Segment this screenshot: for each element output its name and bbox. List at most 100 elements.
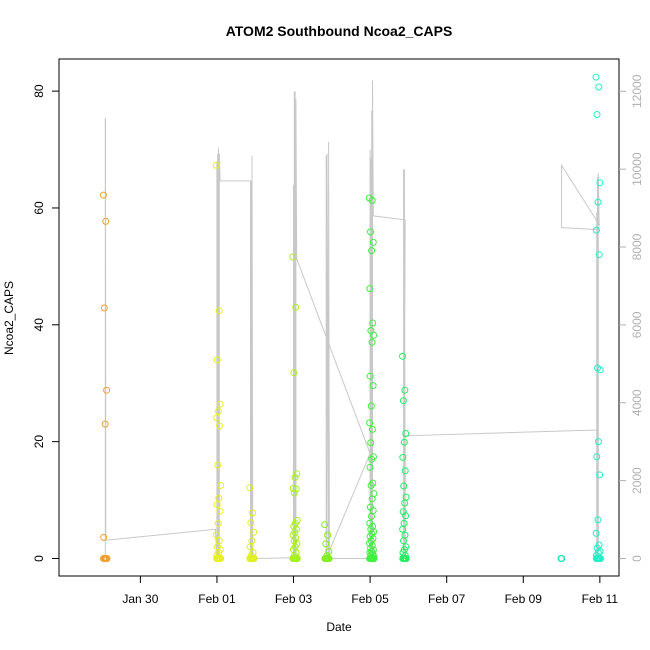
data-point — [368, 555, 375, 562]
y2-tick-label: 8000 — [630, 233, 644, 260]
y-tick-label: 40 — [32, 318, 46, 332]
data-point — [293, 470, 301, 478]
data-point — [596, 471, 604, 479]
data-point — [594, 516, 602, 524]
data-point — [593, 453, 601, 461]
data-point — [100, 304, 108, 312]
data-point — [289, 253, 297, 261]
y2-tick-label: 10000 — [630, 152, 644, 186]
x-tick-label: Feb 03 — [275, 592, 313, 606]
data-point — [103, 386, 111, 394]
data-point — [292, 485, 300, 493]
data-point — [214, 555, 222, 562]
data-point — [366, 372, 374, 380]
data-point — [399, 453, 407, 461]
data-point — [292, 303, 300, 311]
data-point — [595, 83, 603, 91]
data-point — [401, 499, 409, 507]
x-tick-label: Feb 11 — [582, 592, 619, 606]
data-point — [325, 548, 333, 555]
data-point — [215, 307, 223, 315]
data-point — [366, 463, 374, 471]
data-point — [596, 179, 604, 187]
data-point — [399, 352, 406, 360]
data-point — [100, 555, 107, 562]
data-point — [368, 247, 376, 255]
data-point — [290, 369, 298, 377]
data-point — [366, 285, 374, 293]
secondary-line-layer — [104, 80, 601, 560]
data-point — [370, 331, 378, 339]
data-point — [213, 356, 221, 364]
x-tick-label: Feb 07 — [428, 592, 466, 606]
data-point — [592, 73, 600, 81]
data-point — [322, 555, 330, 562]
data-point — [402, 430, 410, 437]
data-point — [102, 217, 110, 225]
data-point — [402, 555, 410, 562]
data-point — [291, 473, 299, 481]
y-tick-label: 0 — [32, 555, 46, 562]
data-point — [594, 198, 602, 206]
y-axis-right: 0 2000 4000 6000 8000 10000 12000 — [619, 74, 644, 562]
data-point — [400, 482, 408, 490]
x-axis: Jan 30 Feb 01 Feb 03 Feb 05 Feb 07 Feb 09 Feb … — [122, 576, 618, 606]
y2-tick-label: 4000 — [630, 389, 644, 416]
data-point — [399, 525, 407, 533]
data-point — [367, 228, 374, 236]
data-point — [214, 519, 222, 527]
y-tick-label: 80 — [32, 84, 46, 98]
data-point — [593, 111, 601, 118]
data-point — [400, 555, 408, 562]
data-point — [400, 537, 407, 545]
data-point — [289, 555, 297, 562]
data-point — [322, 540, 330, 548]
data-point — [213, 414, 221, 422]
data-point — [246, 484, 254, 492]
data-point — [367, 482, 375, 489]
data-point — [399, 397, 407, 405]
data-point — [212, 161, 220, 169]
data-point — [370, 528, 378, 536]
data-point — [595, 251, 603, 259]
y-axis-left: 0 20 40 60 80 — [32, 84, 59, 562]
x-tick-label: Feb 09 — [505, 592, 543, 606]
data-point — [213, 501, 221, 509]
data-point — [369, 535, 377, 543]
data-point — [324, 531, 332, 539]
data-point — [368, 455, 376, 463]
data-point — [368, 338, 376, 346]
x-tick-label: Feb 01 — [198, 592, 236, 606]
data-point — [368, 425, 376, 433]
data-point — [401, 467, 409, 475]
data-point — [321, 521, 329, 529]
data-point — [368, 512, 375, 520]
data-point — [368, 495, 376, 503]
data-point — [212, 531, 220, 539]
points-layer — [99, 73, 604, 562]
data-point — [557, 555, 565, 562]
y-tick-label: 60 — [32, 201, 46, 215]
data-point — [214, 407, 222, 415]
data-point — [289, 484, 297, 492]
data-point — [401, 386, 409, 394]
x-axis-label: Date — [326, 620, 352, 634]
data-point — [592, 226, 600, 234]
data-point — [216, 422, 223, 430]
x-tick-label: Jan 30 — [122, 592, 158, 606]
data-point — [249, 509, 257, 517]
data-point — [216, 400, 224, 408]
y2-tick-label: 12000 — [630, 74, 644, 108]
data-point — [368, 196, 376, 204]
data-point — [367, 439, 375, 447]
data-point — [596, 548, 604, 555]
data-point — [367, 402, 375, 410]
data-point — [400, 438, 408, 446]
data-point — [247, 555, 255, 562]
data-point — [292, 555, 300, 562]
data-point — [99, 191, 107, 199]
data-point — [247, 519, 255, 527]
data-point — [369, 382, 377, 390]
data-point — [214, 461, 222, 469]
